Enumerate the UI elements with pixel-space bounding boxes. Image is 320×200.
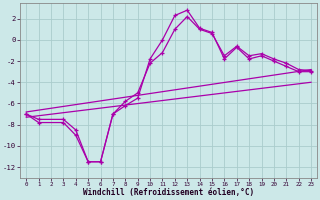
X-axis label: Windchill (Refroidissement éolien,°C): Windchill (Refroidissement éolien,°C) xyxy=(83,188,254,197)
